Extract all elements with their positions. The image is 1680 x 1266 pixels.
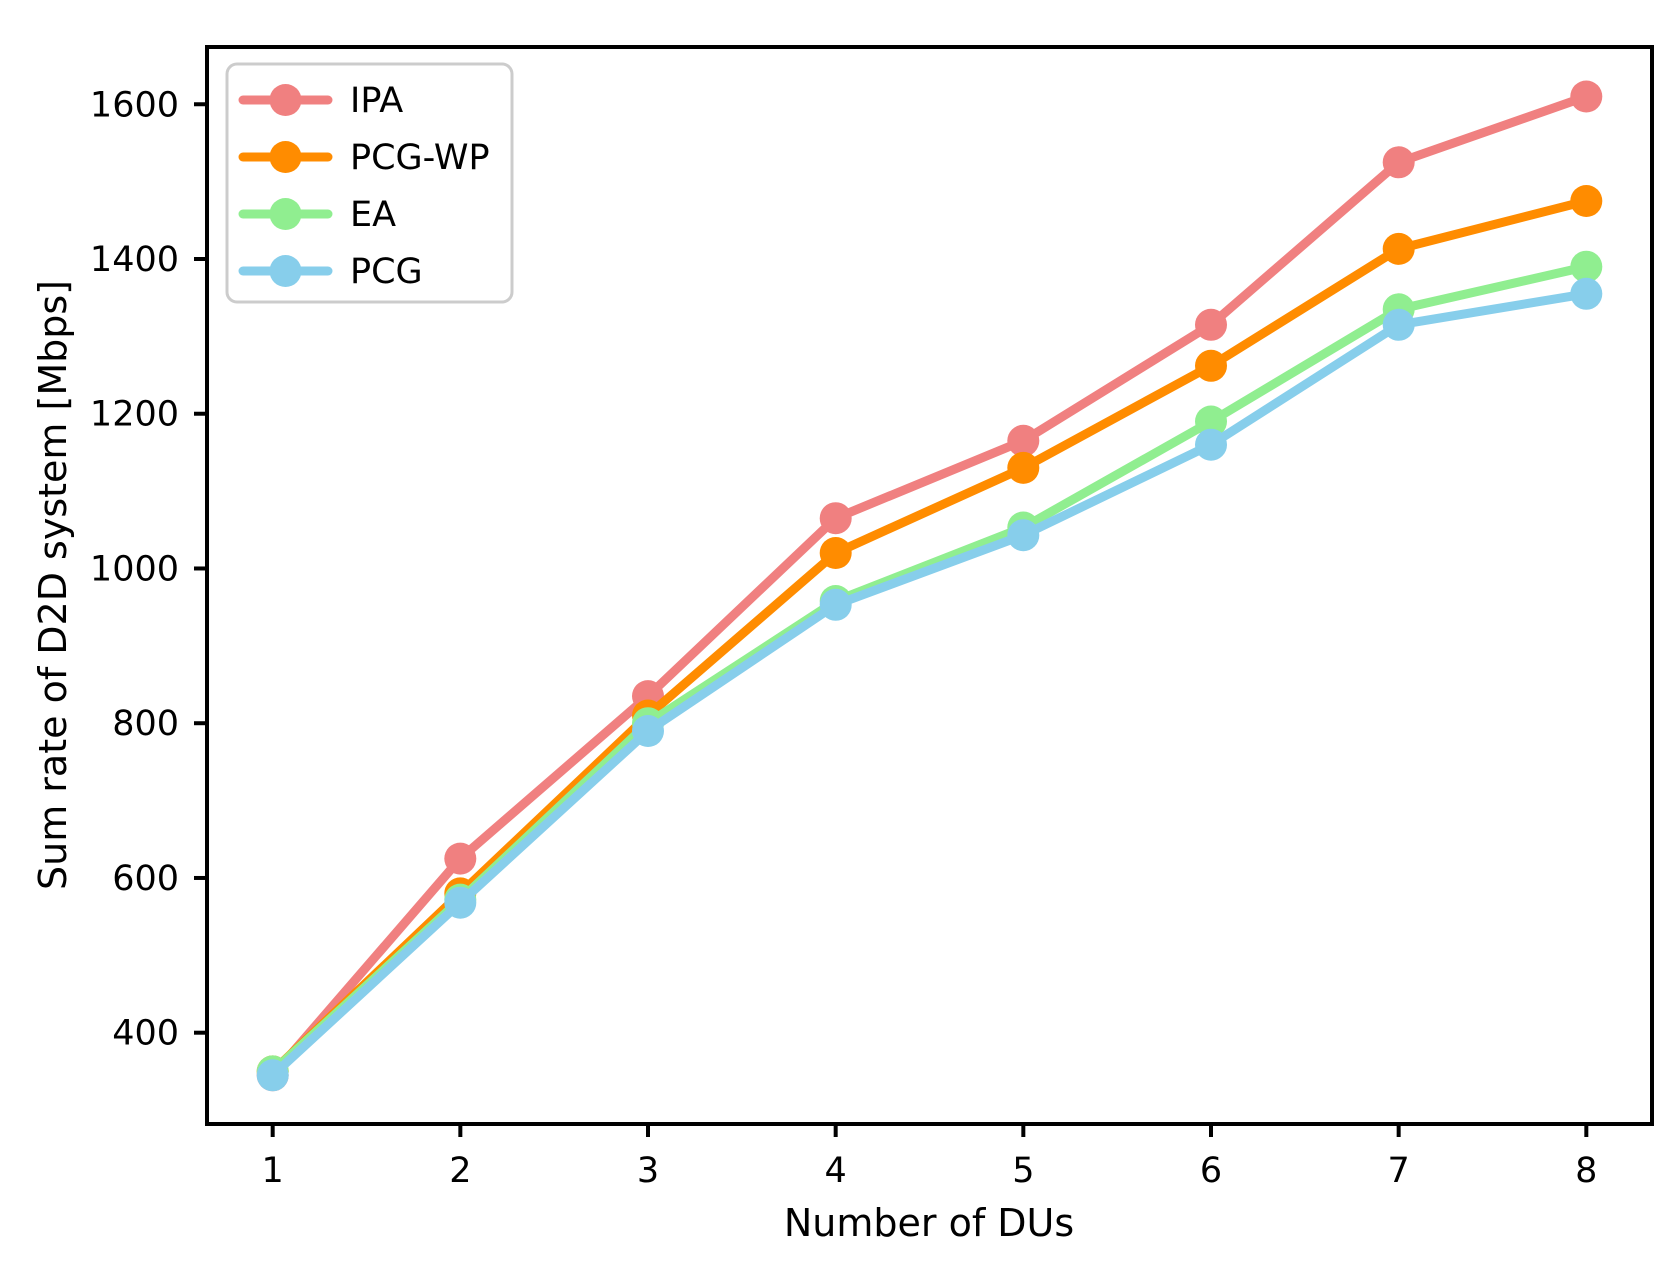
- y-tick-label: 600: [112, 859, 179, 899]
- data-point-IPA-8: [1570, 80, 1603, 113]
- data-point-PCG-WP-4: [819, 537, 852, 569]
- series-group: [256, 80, 1603, 1092]
- legend-item-PCG-WP: PCG-WP: [238, 138, 490, 178]
- legend-marker: [269, 198, 302, 230]
- data-point-EA-6: [1195, 405, 1227, 438]
- legend-marker: [269, 84, 302, 116]
- data-point-PCG-WP-7: [1382, 232, 1415, 265]
- x-tick-label: 1: [262, 1151, 284, 1191]
- x-axis: 1 2 3 4 5 6 7 8: [262, 1124, 1597, 1191]
- x-tick-label: 6: [1200, 1151, 1222, 1191]
- x-tick-label: 4: [825, 1151, 847, 1191]
- data-point-PCG-2: [444, 886, 477, 919]
- legend: IPA PCG-WP EA PCG: [225, 62, 514, 304]
- series-line-IPA: [268, 92, 1591, 1080]
- legend-marker: [269, 141, 302, 173]
- legend-box: [225, 62, 514, 304]
- x-tick-label: 8: [1575, 1151, 1597, 1191]
- legend-label-EA: EA: [350, 195, 396, 235]
- y-tick-label: 400: [112, 1014, 179, 1054]
- legend-label-IPA: IPA: [350, 81, 403, 121]
- data-point-IPA-6: [1195, 308, 1227, 341]
- y-tick-label: 1600: [90, 85, 179, 125]
- y-axis-label: Sum rate of D2D system [Mbps]: [31, 280, 75, 890]
- x-tick-label: 3: [637, 1151, 659, 1191]
- y-tick-label: 800: [112, 704, 179, 744]
- y-tick-label: 1400: [90, 240, 179, 280]
- legend-item-PCG: PCG: [238, 252, 423, 292]
- data-point-PCG-WP-6: [1195, 349, 1227, 382]
- data-point-IPA-4: [819, 502, 852, 535]
- series-line-EA: [268, 262, 1591, 1076]
- y-tick-label: 1200: [90, 395, 179, 435]
- x-tick-label: 7: [1388, 1151, 1410, 1191]
- data-point-PCG-3: [632, 715, 664, 747]
- legend-label-PCG: PCG: [350, 252, 423, 292]
- data-point-PCG-7: [1382, 308, 1415, 341]
- legend-label-PCG-WP: PCG-WP: [350, 138, 490, 178]
- x-axis-label: Number of DUs: [784, 1201, 1074, 1245]
- data-point-PCG-WP-8: [1570, 185, 1603, 217]
- data-point-PCG-8: [1570, 277, 1603, 310]
- legend-item-IPA: IPA: [238, 81, 403, 121]
- data-point-EA-8: [1570, 250, 1603, 283]
- data-point-PCG-6: [1195, 428, 1227, 461]
- data-point-IPA-5: [1007, 424, 1040, 457]
- data-point-PCG-4: [819, 588, 852, 621]
- y-tick-label: 1000: [90, 549, 179, 589]
- data-point-IPA-7: [1382, 146, 1415, 179]
- series-line-PCG: [268, 289, 1591, 1080]
- series-line-PCG-WP: [268, 196, 1591, 1076]
- data-point-PCG-5: [1007, 519, 1040, 552]
- y-axis: 400 600 800 1000 1200 1400 1600: [90, 85, 207, 1054]
- data-point-IPA-2: [444, 842, 477, 875]
- plot-frame: [205, 45, 1654, 1126]
- data-point-PCG-WP-5: [1007, 451, 1040, 484]
- legend-item-EA: EA: [238, 195, 396, 235]
- x-tick-label: 5: [1012, 1151, 1034, 1191]
- data-point-PCG-1: [256, 1059, 289, 1092]
- legend-marker: [269, 255, 302, 287]
- x-tick-label: 2: [449, 1151, 471, 1191]
